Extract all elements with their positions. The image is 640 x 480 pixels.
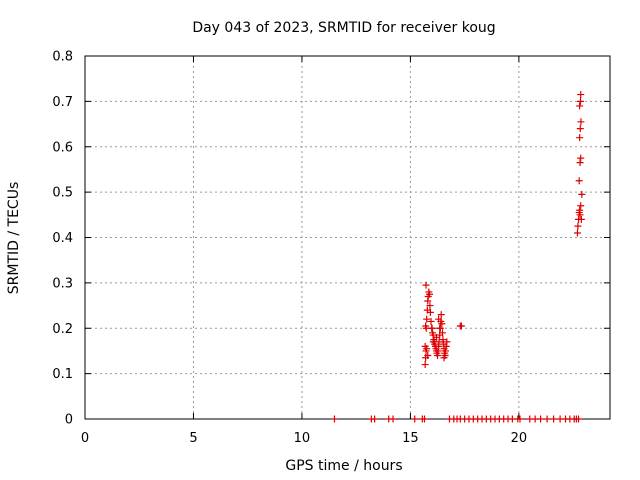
data-point (578, 190, 586, 198)
data-point (427, 317, 435, 325)
data-point (442, 347, 450, 355)
y-tick-label: 0.6 (52, 140, 73, 155)
data-point (576, 125, 584, 133)
y-axis-label: SRMTID / TECUs (6, 182, 22, 295)
data-point (437, 311, 445, 319)
data-point (421, 342, 429, 350)
y-tick-label: 0.8 (52, 50, 73, 65)
data-point (457, 322, 465, 330)
data-point (550, 415, 558, 423)
data-point (429, 338, 437, 346)
x-tick-label: 15 (402, 431, 419, 446)
y-tick-label: 0 (65, 413, 73, 428)
data-point (443, 338, 451, 346)
data-point (440, 354, 448, 362)
x-axis-label: GPS time / hours (285, 458, 402, 474)
data-point (389, 415, 397, 423)
x-tick-label: 20 (511, 431, 528, 446)
data-point (577, 154, 585, 162)
data-point (436, 324, 444, 332)
data-point (537, 415, 545, 423)
data-point (422, 281, 430, 289)
data-point (428, 324, 436, 332)
data-point (411, 415, 419, 423)
data-point (438, 320, 446, 328)
data-point (435, 315, 443, 323)
data-point (577, 91, 585, 99)
chart-grid (85, 56, 610, 419)
data-point (442, 342, 450, 350)
data-point (576, 211, 584, 219)
data-point (516, 415, 524, 423)
data-point (439, 329, 447, 337)
y-tick-label: 0.1 (52, 367, 73, 382)
data-point (434, 351, 442, 359)
y-tick-label: 0.3 (52, 276, 73, 291)
y-tick-label: 0.7 (52, 95, 73, 110)
data-point (421, 361, 429, 369)
x-tick-label: 5 (189, 431, 197, 446)
data-point (577, 118, 585, 126)
x-tick-label: 10 (294, 431, 311, 446)
data-point (576, 102, 584, 110)
data-point (573, 229, 581, 237)
data-point (432, 333, 440, 341)
data-point (574, 222, 582, 230)
data-point (577, 202, 585, 210)
data-point (575, 415, 583, 423)
data-point (426, 308, 434, 316)
data-point (543, 415, 551, 423)
chart-title: Day 043 of 2023, SRMTID for receiver kou… (192, 20, 495, 36)
data-point (576, 159, 584, 167)
data-point (426, 290, 434, 298)
data-point (330, 415, 338, 423)
data-point (575, 177, 583, 185)
y-tick-label: 0.4 (52, 231, 73, 246)
data-point (577, 215, 585, 223)
axis-ticks: 0 0.1 0.2 0.3 0.4 0.5 0.6 0.7 0.8 0 5 10 15 20 (52, 50, 610, 446)
x-tick-label: 0 (81, 431, 89, 446)
data-point (423, 315, 431, 323)
data-point (426, 302, 434, 310)
y-tick-label: 0.5 (52, 186, 73, 201)
data-point (371, 415, 379, 423)
scatter-points (330, 91, 586, 423)
y-tick-label: 0.2 (52, 322, 73, 337)
data-point (435, 338, 443, 346)
data-point (424, 351, 432, 359)
data-point (576, 97, 584, 105)
data-point (421, 415, 429, 423)
data-point (576, 134, 584, 142)
